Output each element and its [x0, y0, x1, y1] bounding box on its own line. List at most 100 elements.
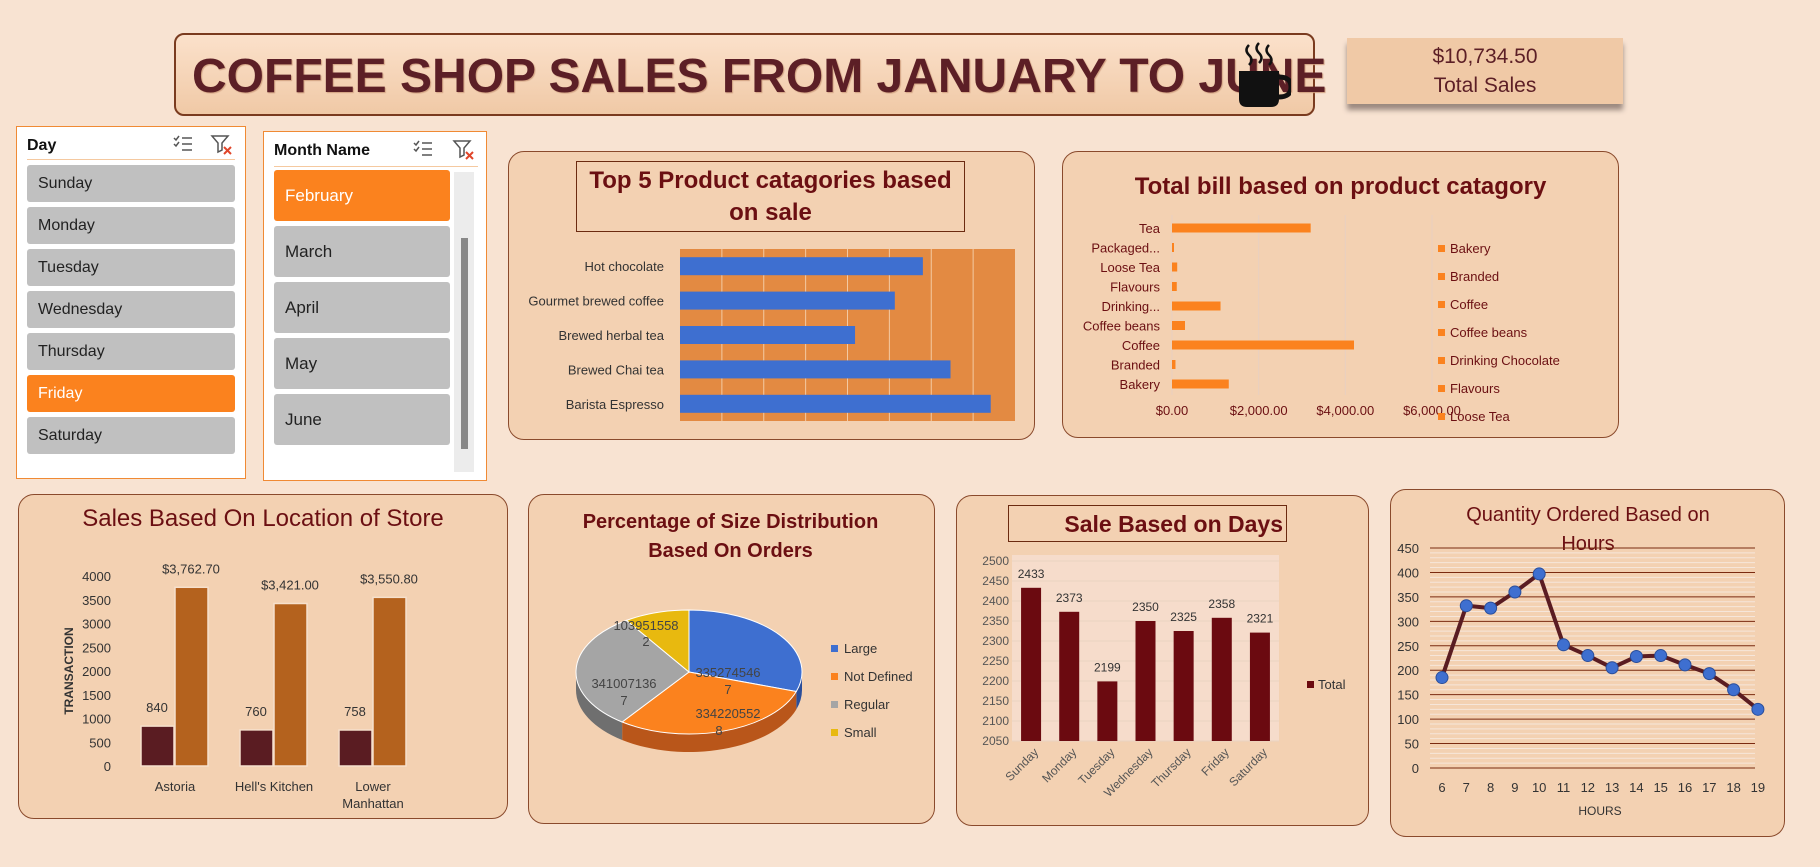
legend-label: Small [844, 725, 877, 740]
bar [680, 394, 991, 413]
month-slicer: Month Name February March April May June [263, 131, 487, 481]
slicer-item-tuesday[interactable]: Tuesday [27, 249, 235, 286]
tick-label: 2450 [982, 574, 1009, 588]
scrollbar-track[interactable] [454, 172, 474, 472]
tick-label: 2500 [82, 640, 111, 655]
tick-label: 9 [1511, 780, 1518, 795]
slicer-item-friday[interactable]: Friday [27, 375, 235, 412]
bar [680, 257, 923, 276]
bar [680, 291, 895, 310]
pie-slice [621, 671, 798, 735]
bill-panel [1062, 151, 1619, 438]
bar [1172, 360, 1176, 369]
category-label: Thursday [1148, 745, 1193, 790]
data-label: $3,421.00 [261, 578, 319, 593]
category-label: Brewed Chai tea [568, 362, 665, 377]
tick-label: 2250 [982, 654, 1009, 668]
legend-label: Not Defined [844, 669, 913, 684]
slicer-item-march[interactable]: March [274, 226, 450, 277]
bar [1059, 611, 1080, 741]
tick-label: 350 [1397, 590, 1419, 605]
tick-label: 6 [1438, 780, 1445, 795]
bar [1172, 262, 1178, 272]
size-title: Percentage of Size Distribution Based On… [582, 511, 879, 562]
tick-label: 17 [1702, 780, 1716, 795]
pie-slice [625, 609, 690, 674]
data-label: 758 [344, 704, 366, 719]
data-label: 840 [146, 700, 168, 715]
pie-slice [688, 609, 803, 693]
data-label: 335274546 [695, 665, 760, 680]
location-title: Sales Based On Location of Store [82, 505, 444, 532]
legend-label: Large [844, 641, 877, 656]
slicer-item-sunday[interactable]: Sunday [27, 165, 235, 202]
slicer-item-june[interactable]: June [274, 394, 450, 445]
days-title: Sale Based on Days [1064, 511, 1283, 537]
legend-swatch [1438, 385, 1445, 392]
legend-swatch [831, 673, 838, 680]
legend-label: Coffee beans [1450, 325, 1528, 340]
tick-label: 100 [1397, 712, 1419, 727]
slicer-item-thursday[interactable]: Thursday [27, 333, 235, 370]
bar [1211, 617, 1232, 741]
tick-label: 2500 [982, 554, 1009, 568]
tick-label: 200 [1397, 663, 1419, 678]
slicer-item-may[interactable]: May [274, 338, 450, 389]
slicer-item-wednesday[interactable]: Wednesday [27, 291, 235, 328]
bar [372, 596, 407, 767]
data-point [1702, 667, 1716, 681]
clear-filter-icon[interactable] [210, 133, 234, 157]
tick-label: 1500 [82, 688, 111, 703]
category-label: Manhattan [342, 796, 403, 811]
data-point [1532, 567, 1546, 581]
data-label: 8 [715, 723, 722, 738]
legend-label: Loose Tea [1450, 409, 1511, 424]
category-label: Friday [1198, 745, 1231, 778]
tick-label: 2150 [982, 694, 1009, 708]
data-point [1654, 649, 1668, 663]
tick-label: 13 [1605, 780, 1619, 795]
tick-label: 7 [1463, 780, 1470, 795]
hours-chart: 0 50 100 150 200 250 300 350 400 450 6 7 8 9 10 11 12 13 1… [1397, 541, 1765, 818]
data-label: 7 [620, 693, 627, 708]
tick-label: 2000 [82, 664, 111, 679]
category-label: Tea [1139, 221, 1161, 236]
tick-label: 0 [1412, 761, 1419, 776]
coffee-cup-icon [1239, 42, 1291, 107]
top5-title: Top 5 Product catagories based on sale [589, 167, 952, 226]
clear-filter-icon[interactable] [452, 138, 476, 162]
bar [1172, 223, 1311, 233]
bar [1172, 282, 1177, 291]
slicer-item-february[interactable]: February [274, 170, 450, 221]
bar [1172, 379, 1229, 389]
page-title: COFFEE SHOP SALES FROM JANUARY TO JUNE [192, 50, 1327, 103]
bar [1135, 621, 1156, 741]
multi-select-icon[interactable] [172, 133, 194, 155]
tick-label: 400 [1397, 565, 1419, 580]
legend-label: Branded [1450, 269, 1499, 284]
days-chart: 2050 2100 2150 2200 2250 2300 2350 2400 2450 2500… [982, 554, 1345, 800]
tick-label: $2,000.00 [1230, 403, 1288, 418]
data-label: 2373 [1056, 591, 1083, 605]
legend-swatch [1438, 301, 1445, 308]
data-point [1435, 671, 1449, 685]
bar [680, 360, 951, 379]
multi-select-icon[interactable] [412, 138, 434, 160]
data-point [1484, 601, 1498, 615]
slicer-item-saturday[interactable]: Saturday [27, 417, 235, 454]
slicer-item-april[interactable]: April [274, 282, 450, 333]
tick-label: 500 [89, 735, 111, 750]
tick-label: 8 [1487, 780, 1494, 795]
tick-label: 4000 [82, 569, 111, 584]
tick-label: 15 [1653, 780, 1667, 795]
legend-swatch [831, 701, 838, 708]
pie-slice [575, 619, 690, 723]
data-label: 103951558 [613, 618, 678, 633]
title-banner: COFFEE SHOP SALES FROM JANUARY TO JUNE [174, 33, 1326, 116]
location-chart: 0 500 1000 1500 2000 2500 3000 3500 4000 TRANSACT… [62, 561, 418, 811]
tick-label: 2350 [982, 614, 1009, 628]
tick-label: 1000 [82, 712, 111, 727]
scrollbar-thumb[interactable] [461, 238, 468, 449]
tick-label: $4,000.00 [1316, 403, 1374, 418]
slicer-item-monday[interactable]: Monday [27, 207, 235, 244]
